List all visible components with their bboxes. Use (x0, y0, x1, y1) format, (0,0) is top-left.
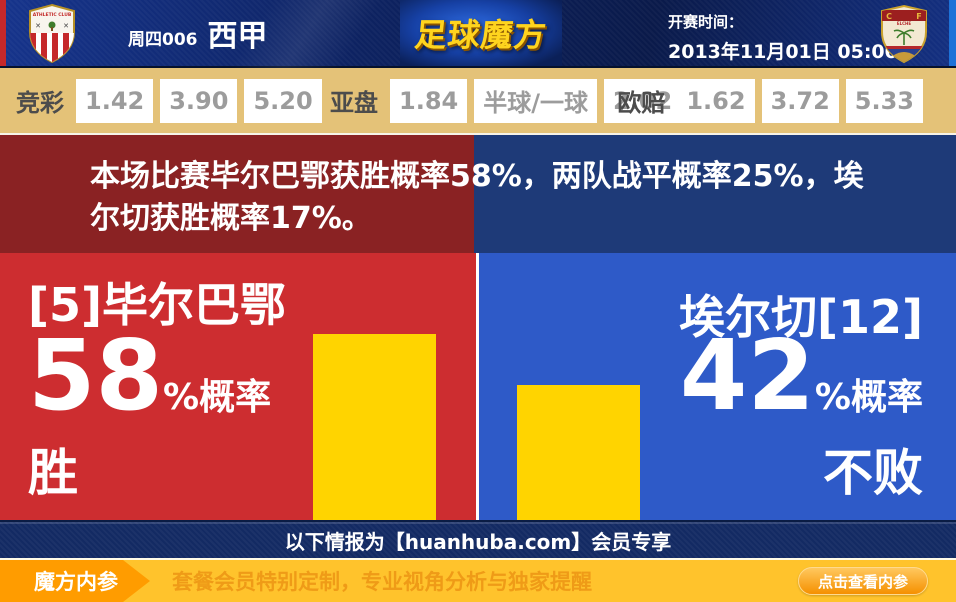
header-left-red-accent (0, 0, 6, 66)
footer: 魔方内参 套餐会员特别定制，专业视角分析与独家提醒 点击查看内参 (0, 558, 956, 602)
oupei-away-odds: 5.33 (845, 78, 923, 123)
svg-text:ELCHE: ELCHE (897, 21, 912, 26)
prediction-summary: 本场比赛毕尔巴鄂获胜概率58%，两队战平概率25%，埃 尔切获胜概率17%。 (0, 135, 956, 253)
away-team-name: 埃尔切[12] (678, 290, 923, 344)
home-team-name: [5]毕尔巴鄂 (28, 278, 287, 332)
away-probability-bar (517, 385, 640, 520)
yapan-home-odds: 1.84 (390, 78, 468, 123)
away-outcome: 不败 (823, 444, 923, 502)
footer-tag-label: 魔方内参 (34, 570, 118, 594)
match-code: 周四006 (128, 29, 198, 50)
away-probability-number: 42 (679, 319, 815, 432)
oupei-home-odds: 1.62 (677, 78, 755, 123)
home-outcome: 胜 (28, 444, 78, 502)
svg-text:✕: ✕ (35, 22, 41, 30)
kickoff-block: 开赛时间： 2013年11月01日 05:00 (668, 11, 898, 64)
svg-text:ATHLETIC CLUB: ATHLETIC CLUB (33, 12, 72, 18)
jingcai-away-odds: 5.20 (244, 78, 322, 123)
view-insider-report-button[interactable]: 点击查看内参 (797, 567, 928, 595)
prediction-panel: [5]毕尔巴鄂 58 %概率 胜 埃尔切[12] 42 %概率 不败 (0, 253, 956, 520)
home-probability-bar (313, 334, 436, 520)
header-right-blue-accent (949, 0, 956, 66)
odds-group-yapan: 亚盘 1.84 半球/一球 2.02 (330, 68, 682, 133)
match-info: 周四006 西甲 (128, 0, 268, 66)
oupei-draw-odds: 3.72 (761, 78, 839, 123)
away-probability-suffix: %概率 (814, 377, 923, 418)
league-name: 西甲 (207, 19, 268, 54)
svg-text:✕: ✕ (63, 22, 69, 30)
footer-tag-ribbon: 魔方内参 (0, 560, 150, 602)
away-probability: 42 %概率 (680, 327, 923, 424)
member-exclusive-text: 以下情报为【huanhuba.com】会员专享 (284, 529, 672, 554)
yapan-handicap: 半球/一球 (474, 78, 597, 123)
kickoff-label: 开赛时间： (668, 13, 744, 31)
oupei-label: 欧赔 (617, 89, 666, 117)
odds-bar: 竞彩 1.42 3.90 5.20 亚盘 1.84 半球/一球 2.02 欧赔 … (0, 68, 956, 135)
footer-promo-text: 套餐会员特别定制，专业视角分析与独家提醒 (172, 570, 592, 594)
away-team-crest-icon: C F ELCHE (878, 3, 930, 69)
home-probability-number: 58 (28, 319, 163, 432)
odds-group-oupei: 欧赔 1.62 3.72 5.33 (617, 68, 923, 133)
jingcai-draw-odds: 3.90 (160, 78, 238, 123)
site-logo-panel: 足球魔方 (400, 0, 562, 66)
member-exclusive-bar: 以下情报为【huanhuba.com】会员专享 (0, 520, 956, 558)
home-probability-suffix: %概率 (163, 377, 272, 418)
odds-group-jingcai: 竞彩 1.42 3.90 5.20 (16, 68, 322, 133)
kickoff-time: 2013年11月01日 05:00 (668, 41, 898, 63)
jingcai-label: 竞彩 (16, 89, 64, 117)
site-logo: 足球魔方 (412, 16, 549, 54)
jingcai-home-odds: 1.42 (76, 78, 154, 123)
home-probability: 58 %概率 (28, 327, 271, 424)
yapan-label: 亚盘 (330, 89, 378, 117)
panel-divider (476, 253, 479, 520)
summary-line-2: 尔切获胜概率17%。 (90, 201, 372, 236)
svg-text:F: F (916, 12, 921, 21)
header: ATHLETIC CLUB ✕ ✕ 周四006 西甲 足球魔方 开赛时间： 20… (0, 0, 956, 83)
summary-line-1: 本场比赛毕尔巴鄂获胜概率58%，两队战平概率25%，埃 (90, 159, 864, 194)
svg-text:C: C (886, 12, 892, 21)
yapan-away-odds: 2.02 (603, 78, 682, 123)
home-team-crest-icon: ATHLETIC CLUB ✕ ✕ (26, 3, 78, 69)
